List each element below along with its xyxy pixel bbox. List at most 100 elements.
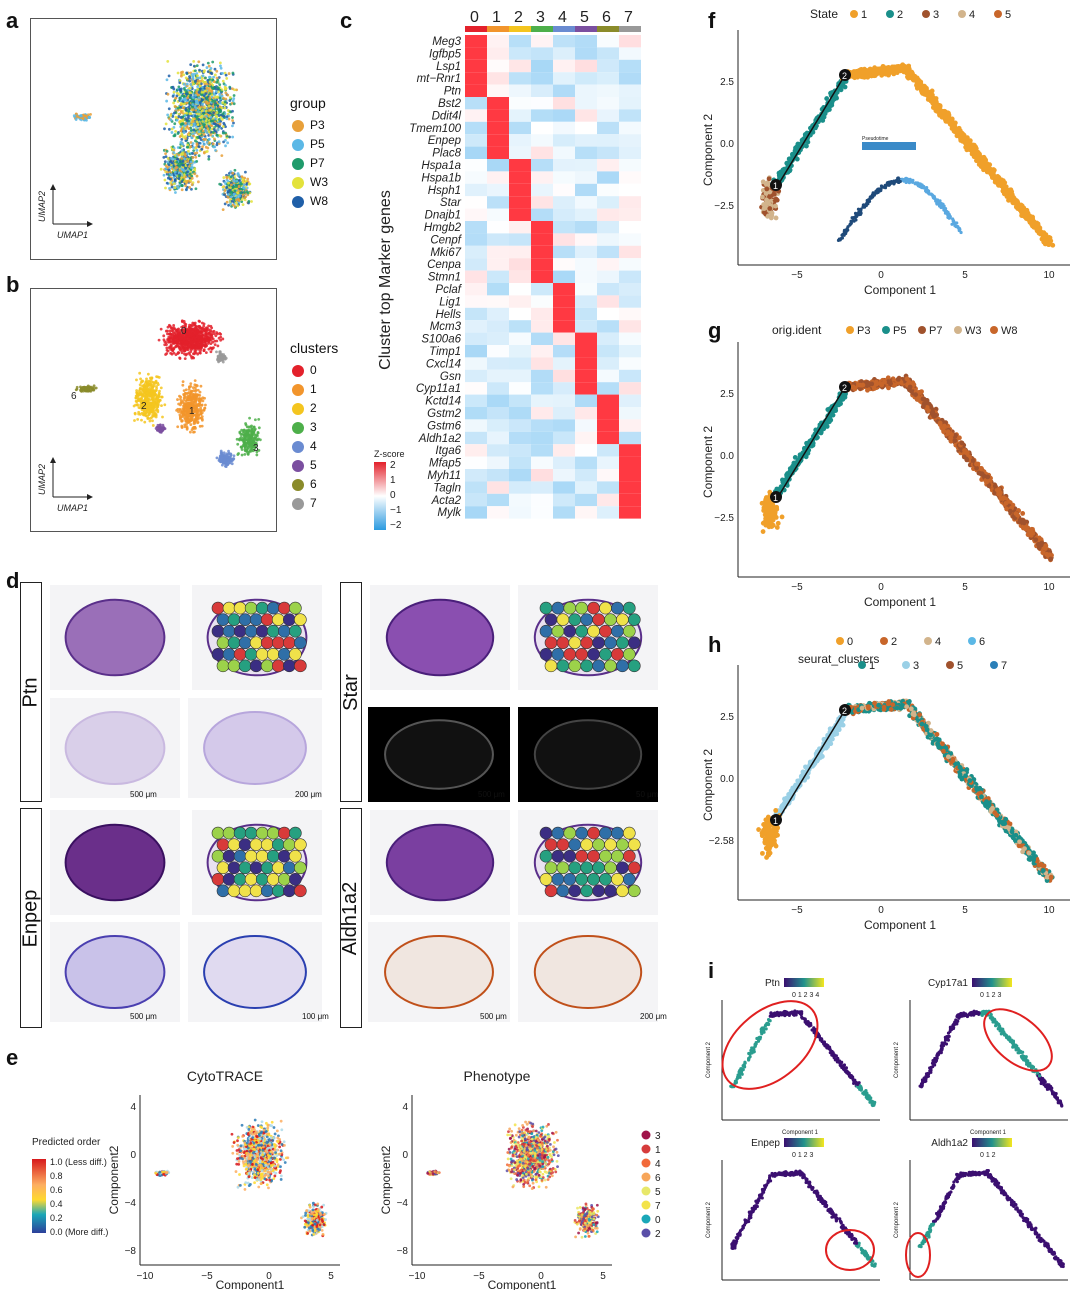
spatial-spot: [575, 826, 589, 840]
zscore-tick: −2: [390, 520, 402, 531]
cell-point: [211, 330, 215, 334]
cluster-label: 6: [71, 391, 77, 402]
cell-point: [198, 398, 202, 401]
cell-point: [200, 98, 204, 102]
cell-point: [201, 343, 205, 347]
cell-point: [196, 341, 200, 345]
cell-point: [205, 326, 208, 330]
spatial-spot: [249, 659, 263, 673]
spatial-spot: [249, 884, 263, 898]
cell-point: [200, 147, 204, 151]
cell-point: [203, 406, 207, 410]
spatial-spot: [255, 624, 269, 638]
cell-point: [175, 94, 179, 98]
cell-point: [205, 96, 209, 100]
heatmap-cell: [531, 146, 553, 159]
cell-point: [172, 326, 176, 330]
cell-point: [197, 130, 201, 134]
heatmap-cell: [487, 493, 509, 507]
spatial-spot: [294, 659, 307, 673]
panel-label-d: d: [6, 568, 20, 593]
spatial-spot: [575, 601, 589, 615]
cell-point: [223, 454, 227, 458]
heatmap-cell: [465, 59, 487, 73]
cell-point: [240, 198, 244, 201]
heatmap-cell: [575, 369, 597, 383]
cell-point: [194, 187, 198, 191]
heatmap-cell: [619, 295, 641, 308]
cell-point: [201, 396, 205, 400]
cell-cloud: [154, 423, 167, 434]
cell-point: [191, 108, 195, 112]
cell-point: [92, 384, 96, 388]
heatmap-cell: [597, 72, 619, 85]
tissue-section: [385, 823, 495, 902]
heatmap-y-label: Cluster top Marker genes: [377, 190, 394, 370]
heatmap-cell: [465, 320, 487, 333]
heatmap-cell: [487, 233, 509, 246]
spatial-spot: [283, 636, 296, 650]
legend-label: W8: [310, 194, 328, 208]
heatmap-cell: [553, 407, 575, 420]
gene-label: Meg3: [432, 36, 461, 48]
cell-point: [216, 95, 220, 99]
cell-point: [183, 97, 187, 101]
cell-point: [193, 386, 197, 390]
cell-point: [170, 131, 174, 134]
heatmap-cell: [553, 456, 575, 469]
spatial-spot: [249, 861, 263, 875]
cell-point: [244, 449, 248, 453]
cell-point: [224, 144, 227, 148]
umap-cluster-plot: 0 1 2 3 6 UMAP1 UMAP2: [30, 288, 277, 532]
heatmap-cell: [509, 258, 531, 271]
heatmap-column-label: 6: [602, 9, 611, 26]
clusters-legend-title: clusters: [290, 340, 339, 356]
cell-point: [205, 140, 209, 144]
cell-point: [174, 341, 178, 345]
cell-point: [213, 103, 217, 107]
cell-point: [146, 398, 150, 402]
cluster-label: 3: [253, 443, 259, 454]
heatmap-cell: [575, 481, 597, 494]
cell-point: [197, 347, 200, 351]
cell-point: [147, 406, 151, 410]
cell-point: [218, 182, 222, 186]
spatial-spot: [623, 624, 636, 638]
legend-swatch: [292, 421, 304, 434]
arrow-head-y: [50, 457, 56, 463]
cell-point: [225, 117, 229, 121]
cell-point: [231, 109, 234, 113]
cell-point: [189, 166, 193, 170]
cell-point: [167, 340, 171, 344]
cell-point: [244, 435, 248, 439]
cell-point: [187, 149, 190, 153]
cell-point: [187, 388, 191, 391]
cell-point: [233, 168, 237, 172]
cell-point: [155, 388, 158, 392]
cell-point: [255, 453, 259, 457]
heatmap-cell: [553, 146, 575, 159]
heatmap-cell: [465, 183, 487, 197]
cell-point: [160, 395, 163, 399]
cell-point: [201, 129, 205, 133]
heatmap-cell: [575, 357, 597, 370]
cell-point: [223, 181, 227, 185]
spatial-spot: [278, 873, 291, 886]
legend-swatch: [292, 459, 304, 472]
heatmap-cell: [531, 109, 553, 122]
cell-point: [216, 86, 220, 89]
cell-point: [194, 348, 198, 352]
cell-point: [176, 106, 180, 110]
cell-point: [232, 102, 236, 106]
heatmap-cell: [487, 146, 509, 159]
spatial-spot: [539, 624, 553, 638]
heatmap-cell: [575, 493, 597, 507]
heatmap-cell: [465, 208, 487, 221]
heatmap-cell: [509, 481, 531, 494]
heatmap-cell: [575, 345, 597, 358]
cell-point: [195, 384, 199, 388]
heatmap-cell: [465, 469, 487, 482]
cell-point: [217, 117, 221, 121]
spatial-spot: [227, 838, 241, 851]
legend-item: 6: [292, 477, 317, 491]
